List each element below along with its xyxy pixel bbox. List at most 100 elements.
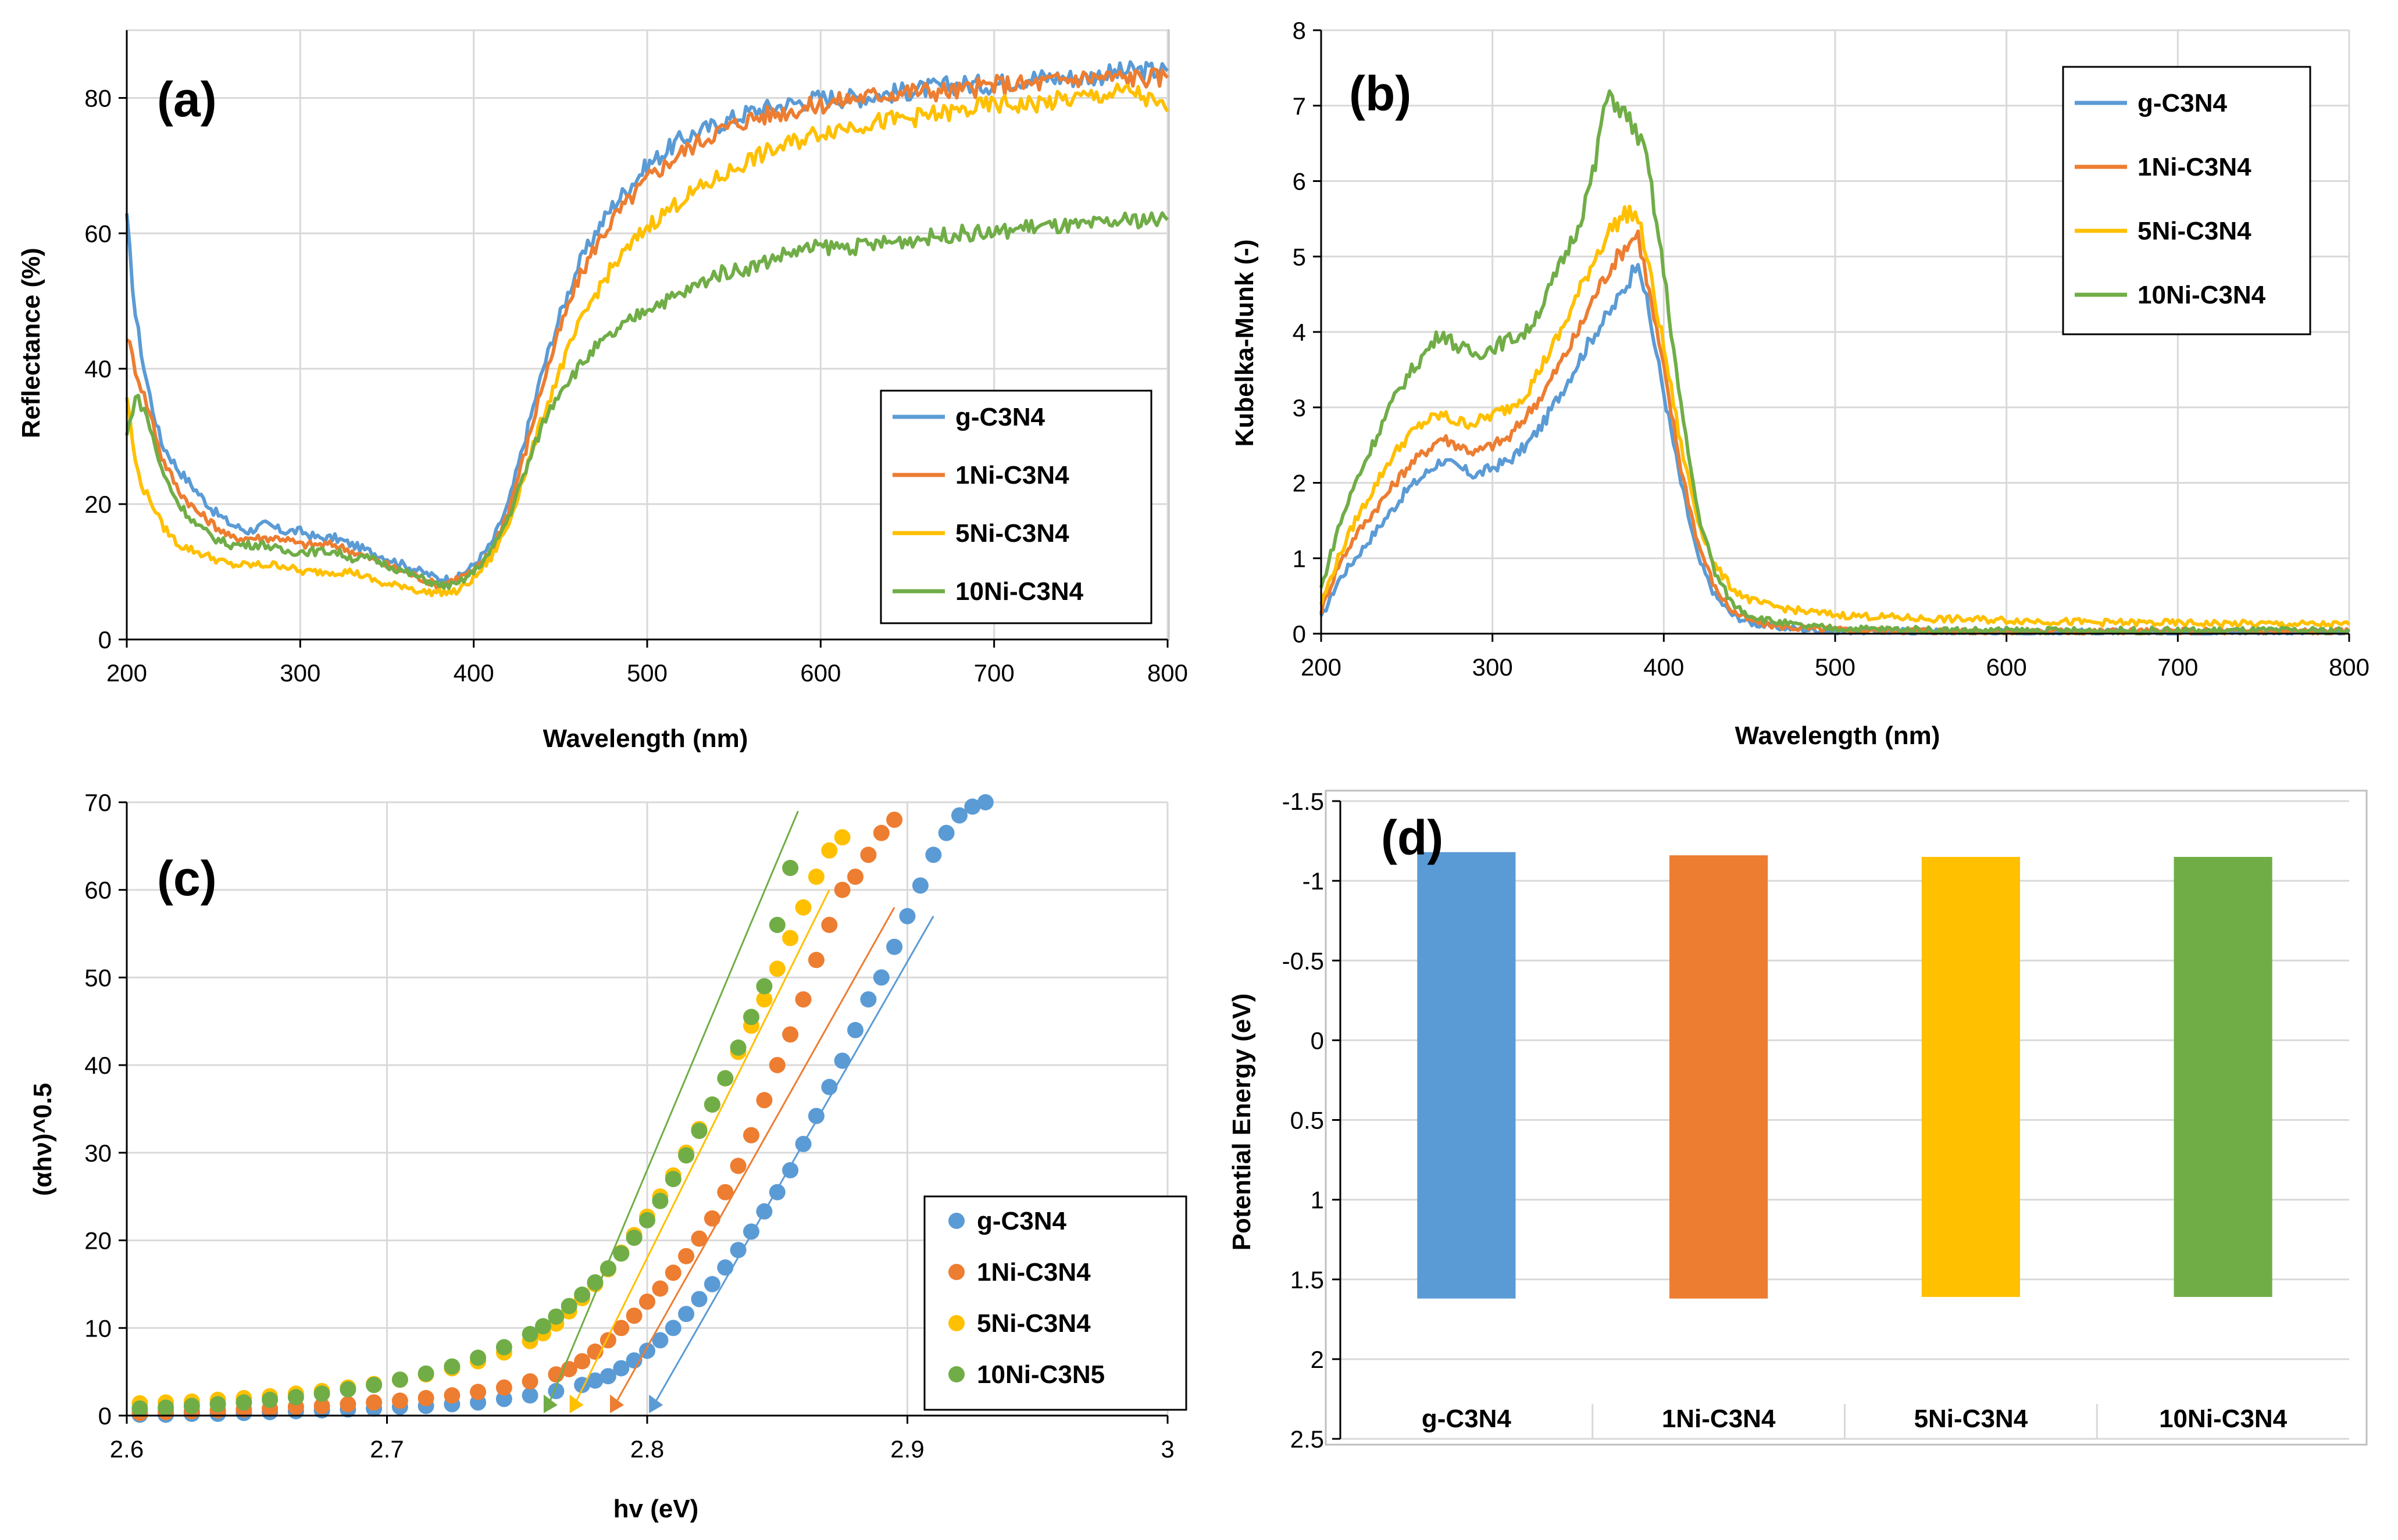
fit-arrowhead (569, 1394, 584, 1413)
panel-label: (d) (1381, 810, 1443, 865)
data-point-1Ni-C3N4 (522, 1373, 538, 1390)
bar-10Ni-C3N4 (2174, 856, 2272, 1297)
x-tick-label: 2.6 (110, 1435, 144, 1463)
data-point-g-C3N4 (860, 991, 877, 1008)
data-point-1Ni-C3N4 (626, 1307, 643, 1324)
y-tick-label: 0 (98, 626, 112, 653)
data-point-1Ni-C3N4 (313, 1398, 330, 1414)
data-point-1Ni-C3N4 (769, 1057, 786, 1074)
data-point-10Ni-C3N5 (756, 978, 773, 995)
y-tick-label: 1.5 (1290, 1266, 1324, 1294)
data-point-g-C3N4 (691, 1291, 708, 1307)
legend-entry-label: 1Ni-C3N4 (977, 1258, 1091, 1287)
data-point-5Ni-C3N4 (808, 869, 825, 885)
panel-b-kubelka-munk-chart: 200 300 400 500 600 700 800 0 1 2 3 4 5 6 7 8 (b) Wavel… (1230, 17, 2370, 750)
data-point-10Ni-C3N5 (548, 1308, 565, 1325)
data-point-10Ni-C3N5 (535, 1318, 551, 1335)
y-axis-label: Reflectance (%) (17, 248, 45, 438)
series-line-5Ni-C3N4 (125, 83, 1169, 598)
data-point-10Ni-C3N5 (587, 1274, 604, 1291)
legend-entry-label: 10Ni-C3N5 (977, 1360, 1105, 1389)
y-tick-label: 60 (84, 220, 112, 247)
data-point-g-C3N4 (717, 1259, 734, 1276)
data-point-10Ni-C3N5 (678, 1147, 695, 1164)
data-point-10Ni-C3N5 (444, 1358, 461, 1375)
data-point-10Ni-C3N5 (158, 1399, 174, 1416)
data-point-g-C3N4 (821, 1078, 838, 1095)
legend-entry-label: 5Ni-C3N4 (955, 519, 1069, 548)
data-point-1Ni-C3N4 (873, 824, 890, 841)
x-tick-label: 600 (800, 659, 841, 687)
legend-entry-label: 1Ni-C3N4 (955, 461, 1069, 489)
category-label: 10Ni-C3N4 (2159, 1405, 2288, 1433)
x-tick-label: 300 (1472, 653, 1513, 681)
data-point-g-C3N4 (678, 1306, 695, 1323)
y-tick-label: 1 (1311, 1187, 1324, 1214)
data-point-10Ni-C3N5 (417, 1365, 434, 1382)
data-point-g-C3N4 (769, 1184, 786, 1200)
panel-label: (b) (1349, 66, 1411, 121)
legend: g-C3N4 1Ni-C3N4 5Ni-C3N4 10Ni-C3N4 (2062, 66, 2311, 335)
x-tick-label: 700 (2157, 653, 2198, 681)
category-label: g-C3N4 (1422, 1405, 1512, 1433)
data-point-1Ni-C3N4 (470, 1384, 487, 1400)
y-tick-label: 40 (84, 1052, 112, 1079)
data-point-g-C3N4 (730, 1242, 747, 1259)
data-point-1Ni-C3N4 (691, 1230, 708, 1247)
data-point-1Ni-C3N4 (613, 1320, 630, 1337)
y-tick-label: 2 (1293, 470, 1306, 497)
legend-swatch (948, 1315, 965, 1331)
bar-1Ni-C3N4 (1669, 855, 1768, 1299)
data-point-10Ni-C3N5 (561, 1298, 577, 1314)
panel-label: (c) (157, 851, 217, 906)
legend: g-C3N4 1Ni-C3N4 5Ni-C3N4 10Ni-C3N5 (923, 1195, 1187, 1411)
y-tick-label: 20 (84, 1227, 112, 1255)
x-tick-label: 3 (1161, 1435, 1174, 1463)
data-point-10Ni-C3N5 (287, 1389, 304, 1406)
y-tick-label: 0.5 (1290, 1107, 1324, 1134)
data-point-10Ni-C3N5 (769, 917, 786, 933)
data-point-5Ni-C3N4 (795, 899, 812, 916)
x-tick-label: 600 (1986, 653, 2027, 681)
category-label: 5Ni-C3N4 (1914, 1405, 2028, 1433)
data-point-1Ni-C3N4 (795, 991, 812, 1008)
data-point-1Ni-C3N4 (639, 1294, 655, 1310)
data-point-g-C3N4 (925, 846, 942, 863)
data-point-g-C3N4 (704, 1275, 720, 1292)
fit-line-10Ni-C3N5 (547, 810, 799, 1406)
y-tick-label: 80 (84, 84, 112, 112)
y-axis-label: (αhν)^0.5 (28, 1083, 57, 1196)
data-point-5Ni-C3N4 (782, 930, 799, 946)
legend-entry-label: g-C3N4 (955, 403, 1045, 431)
data-point-1Ni-C3N4 (704, 1210, 720, 1227)
y-tick-label: 1 (1293, 545, 1306, 572)
legend-entry-label: 5Ni-C3N4 (977, 1309, 1091, 1338)
data-point-5Ni-C3N4 (821, 842, 838, 859)
data-point-10Ni-C3N5 (366, 1377, 383, 1393)
bar-5Ni-C3N4 (1921, 856, 2020, 1297)
data-point-10Ni-C3N5 (183, 1398, 200, 1414)
data-point-10Ni-C3N5 (574, 1287, 591, 1303)
data-point-g-C3N4 (847, 1021, 863, 1038)
panel-label: (a) (157, 72, 217, 127)
y-tick-label: 40 (84, 355, 112, 383)
y-axis-label: Kubelka-Munk (-) (1230, 240, 1259, 447)
y-tick-label: 0 (98, 1402, 112, 1430)
data-point-1Ni-C3N4 (665, 1264, 681, 1281)
data-point-10Ni-C3N5 (470, 1349, 487, 1366)
data-point-1Ni-C3N4 (847, 869, 863, 885)
y-tick-label: 3 (1293, 394, 1306, 421)
data-point-1Ni-C3N4 (860, 846, 877, 863)
x-tick-label: 2.9 (890, 1435, 924, 1463)
data-point-5Ni-C3N4 (756, 991, 773, 1008)
data-point-10Ni-C3N5 (600, 1260, 616, 1277)
y-tick-label: 50 (84, 964, 112, 991)
data-point-10Ni-C3N5 (209, 1396, 226, 1413)
x-tick-label: 700 (974, 659, 1015, 687)
data-point-1Ni-C3N4 (652, 1280, 669, 1297)
fit-line-1Ni-C3N4 (613, 907, 895, 1406)
x-tick-label: 400 (454, 659, 494, 687)
data-point-g-C3N4 (587, 1372, 604, 1389)
y-tick-label: 4 (1293, 319, 1306, 346)
